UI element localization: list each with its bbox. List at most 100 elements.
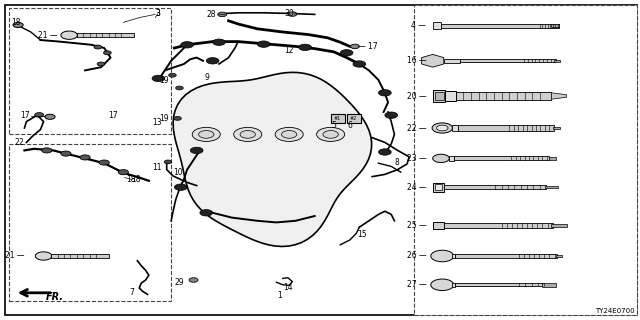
Circle shape — [257, 41, 270, 47]
Text: 25 —: 25 — — [406, 221, 426, 230]
Bar — [51, 254, 109, 258]
Text: — 17: — 17 — [358, 42, 378, 51]
Bar — [435, 184, 442, 190]
Bar — [456, 92, 551, 100]
Text: 29: 29 — [174, 278, 184, 287]
Bar — [556, 255, 562, 257]
Bar — [433, 183, 444, 192]
Bar — [413, 5, 637, 315]
Circle shape — [164, 160, 172, 164]
Text: FR.: FR. — [45, 292, 63, 302]
Text: 17: 17 — [109, 111, 118, 120]
Circle shape — [323, 131, 339, 138]
Circle shape — [385, 112, 397, 118]
Circle shape — [200, 210, 212, 216]
Bar — [455, 254, 557, 258]
Bar — [445, 91, 456, 101]
Circle shape — [174, 184, 187, 190]
Bar — [543, 283, 556, 287]
Circle shape — [45, 114, 55, 119]
Circle shape — [175, 86, 183, 90]
Text: 30: 30 — [285, 9, 294, 18]
Text: 18: 18 — [131, 175, 141, 184]
Circle shape — [61, 151, 71, 156]
Circle shape — [198, 131, 214, 138]
Polygon shape — [551, 93, 566, 99]
Circle shape — [61, 31, 77, 39]
Text: 1: 1 — [278, 292, 282, 300]
Circle shape — [104, 51, 111, 55]
Text: 24 —: 24 — — [406, 183, 426, 192]
Bar — [433, 22, 441, 29]
Circle shape — [431, 250, 454, 262]
Text: 18: 18 — [11, 18, 20, 27]
Circle shape — [288, 12, 297, 16]
Circle shape — [42, 148, 52, 153]
Text: 4 —: 4 — — [412, 21, 426, 30]
Circle shape — [299, 44, 312, 51]
Text: #1: #1 — [334, 116, 341, 121]
Circle shape — [218, 12, 227, 17]
Text: 14: 14 — [283, 283, 292, 292]
Circle shape — [206, 58, 219, 64]
Bar — [548, 157, 556, 160]
Text: 21 —: 21 — — [38, 31, 58, 40]
Circle shape — [192, 127, 220, 141]
Bar — [441, 24, 559, 28]
Circle shape — [275, 127, 303, 141]
Circle shape — [35, 252, 52, 260]
Text: 3: 3 — [156, 9, 161, 18]
Circle shape — [97, 62, 105, 66]
Bar — [550, 224, 566, 227]
Bar — [550, 24, 559, 27]
Text: 22 —: 22 — — [407, 124, 426, 132]
Polygon shape — [422, 54, 444, 67]
Circle shape — [378, 90, 391, 96]
Text: 2: 2 — [15, 138, 20, 147]
Circle shape — [378, 149, 391, 155]
Text: 20 —: 20 — — [406, 92, 426, 100]
Bar — [455, 283, 545, 286]
Circle shape — [433, 154, 449, 163]
Text: 13: 13 — [152, 118, 162, 127]
Circle shape — [351, 44, 359, 49]
Circle shape — [35, 113, 44, 117]
Bar — [444, 185, 546, 189]
Text: 5: 5 — [332, 121, 336, 130]
Text: 10: 10 — [173, 168, 182, 177]
Circle shape — [353, 61, 365, 67]
Circle shape — [118, 170, 129, 175]
Bar — [444, 223, 552, 228]
Circle shape — [240, 131, 255, 138]
Circle shape — [431, 279, 454, 291]
Circle shape — [190, 147, 203, 154]
Bar — [554, 60, 560, 62]
Bar — [433, 90, 445, 102]
Circle shape — [168, 73, 176, 77]
Text: 19: 19 — [159, 76, 169, 85]
Text: 7: 7 — [130, 288, 134, 297]
Circle shape — [152, 75, 164, 82]
Circle shape — [317, 127, 345, 141]
Text: 15: 15 — [356, 230, 367, 239]
Bar — [552, 127, 560, 129]
Bar — [331, 114, 345, 123]
Bar — [452, 254, 455, 258]
Bar — [460, 59, 556, 62]
Circle shape — [189, 278, 198, 282]
Text: 17: 17 — [20, 111, 29, 120]
Text: 21 —: 21 — — [5, 252, 24, 260]
Bar — [347, 114, 360, 123]
Bar — [435, 92, 444, 100]
Circle shape — [340, 50, 353, 56]
Circle shape — [180, 42, 193, 48]
Circle shape — [432, 123, 452, 133]
Text: 8: 8 — [394, 158, 399, 167]
Circle shape — [436, 125, 448, 131]
Circle shape — [234, 127, 262, 141]
Bar — [449, 156, 454, 161]
Text: 6: 6 — [348, 121, 352, 130]
Text: 26 —: 26 — — [406, 252, 426, 260]
Circle shape — [13, 22, 23, 28]
Text: 16 —: 16 — — [406, 56, 426, 65]
